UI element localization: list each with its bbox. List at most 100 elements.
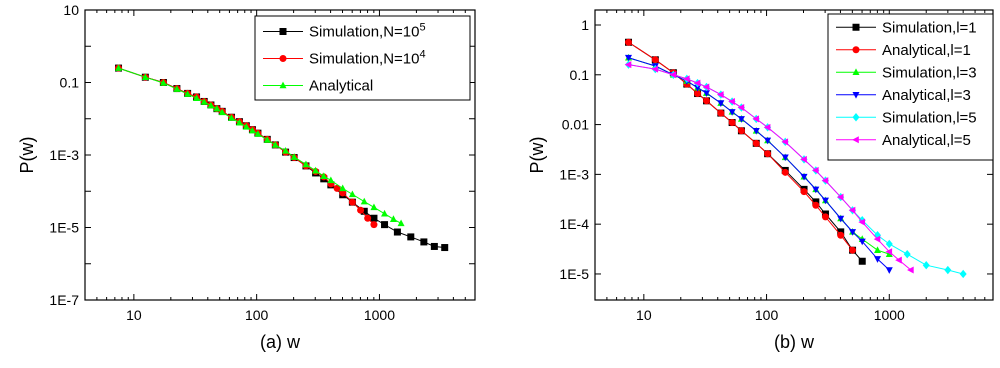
data-point xyxy=(781,154,789,162)
data-point xyxy=(370,214,378,222)
data-point xyxy=(624,61,632,69)
data-point xyxy=(728,109,736,116)
data-point xyxy=(752,115,760,123)
data-point xyxy=(339,184,347,192)
data-point xyxy=(651,56,659,64)
legend-marker xyxy=(852,91,860,99)
data-point xyxy=(781,168,789,176)
data-point xyxy=(364,214,372,222)
data-point xyxy=(702,97,710,105)
legend-label: Simulation,l=5 xyxy=(882,109,977,126)
y-tick-label: 1E-4 xyxy=(559,216,589,232)
data-point xyxy=(625,54,633,62)
data-point xyxy=(752,139,760,147)
data-point xyxy=(800,155,807,163)
x-axis-title: (b) w xyxy=(774,332,815,352)
series-5 xyxy=(624,61,914,274)
data-point xyxy=(885,267,893,274)
data-point xyxy=(812,201,820,209)
data-point xyxy=(873,235,881,243)
x-tick-label: 10 xyxy=(126,307,142,323)
data-point xyxy=(922,260,930,270)
data-point xyxy=(290,153,298,160)
data-point xyxy=(895,256,902,264)
x-axis-title: (a) w xyxy=(260,332,301,352)
y-tick-label: 1E-5 xyxy=(559,266,589,282)
data-point xyxy=(702,83,710,91)
data-point xyxy=(694,90,702,98)
data-point xyxy=(821,197,829,205)
data-point xyxy=(184,90,192,97)
legend-label: Analytical,l=1 xyxy=(882,42,971,59)
data-point xyxy=(302,160,310,168)
y-tick-label: 0.1 xyxy=(570,67,590,83)
legend-label: Simulation,l=1 xyxy=(882,19,977,36)
legend-box xyxy=(827,13,994,161)
legend-label: Analytical,l=3 xyxy=(882,87,971,104)
data-point xyxy=(858,257,866,265)
series-line xyxy=(628,41,853,251)
data-point xyxy=(381,221,389,229)
legend-label: Simulation,l=3 xyxy=(882,64,977,81)
data-point xyxy=(781,138,789,146)
plot-area xyxy=(115,64,449,252)
x-tick-label: 100 xyxy=(245,307,269,323)
legend-marker xyxy=(279,55,287,62)
series-line xyxy=(628,64,912,271)
data-point xyxy=(858,238,866,246)
data-point xyxy=(693,79,701,87)
data-point xyxy=(360,207,368,215)
data-point xyxy=(282,147,290,154)
y-tick-label: 1E-3 xyxy=(559,166,589,182)
data-point xyxy=(312,166,320,174)
data-point xyxy=(737,104,745,112)
data-point xyxy=(115,64,123,71)
data-point xyxy=(728,98,735,106)
data-point xyxy=(821,177,829,185)
data-point xyxy=(737,116,745,123)
legend-label: Simulation,N=105 xyxy=(309,22,426,41)
x-tick-label: 1000 xyxy=(364,307,395,323)
data-point xyxy=(348,190,356,198)
data-point xyxy=(849,229,857,236)
data-point xyxy=(360,197,368,205)
series-line xyxy=(628,41,863,262)
data-point xyxy=(837,231,845,239)
data-point xyxy=(764,150,772,158)
chart-panel-b: 10 100 1000 1E-5 1E-4 1E-3 0.01 0.1 1 P(w) (b) w Si… xyxy=(527,9,994,352)
data-point xyxy=(228,114,236,121)
data-point xyxy=(885,248,893,256)
data-point xyxy=(717,109,725,117)
data-point xyxy=(141,73,149,81)
legend-marker xyxy=(852,46,860,54)
data-point xyxy=(858,218,866,226)
data-point xyxy=(800,173,808,181)
data-point xyxy=(407,233,415,241)
x-tick-label: 100 xyxy=(755,307,779,323)
data-point xyxy=(271,141,279,148)
x-tick-label: 10 xyxy=(636,307,652,323)
data-point xyxy=(420,238,428,246)
plot-area xyxy=(624,38,967,279)
data-point xyxy=(625,38,633,46)
data-point xyxy=(441,244,449,252)
legend-marker xyxy=(852,23,860,31)
data-point xyxy=(811,166,819,174)
data-point xyxy=(907,266,914,274)
series-2 xyxy=(115,64,405,227)
legend-label-superscript: 4 xyxy=(419,49,425,61)
data-point xyxy=(702,90,710,97)
y-axis-title: P(w) xyxy=(527,137,547,174)
y-axis-title: P(w) xyxy=(17,137,37,174)
data-point xyxy=(874,256,882,263)
y-tick-label: 0.1 xyxy=(60,75,80,91)
data-point xyxy=(764,137,772,145)
legend-label: Analytical,l=5 xyxy=(882,132,971,149)
data-point xyxy=(694,84,702,92)
data-point xyxy=(837,215,845,223)
data-point xyxy=(254,130,262,137)
y-tick-label: 1E-3 xyxy=(49,147,79,163)
data-point xyxy=(159,79,167,86)
data-point xyxy=(430,242,438,250)
